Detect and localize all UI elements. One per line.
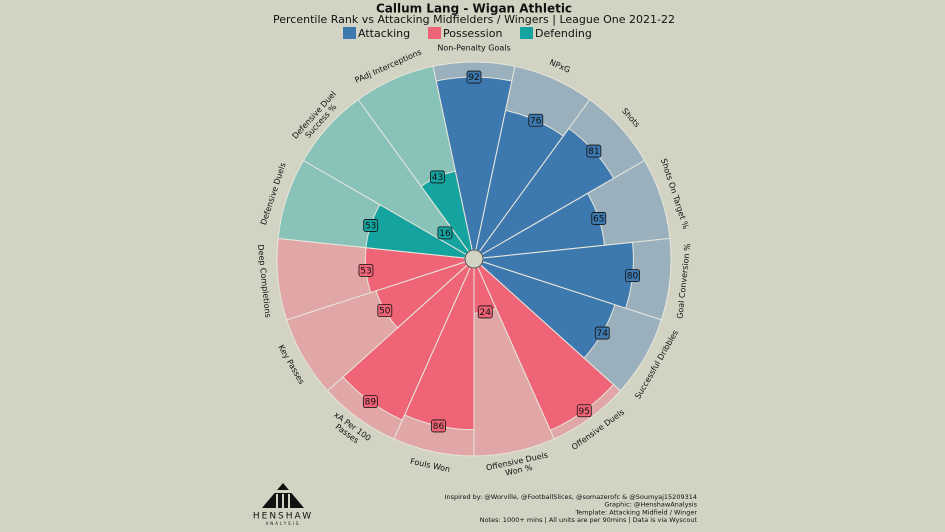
value-label-box — [576, 404, 592, 418]
value-label-box — [377, 304, 393, 317]
brand-name: HENSHAW — [253, 512, 313, 522]
value-label-box — [466, 70, 482, 84]
footnote: Graphic: @HenshawAnalysis — [604, 501, 697, 509]
value-label-box — [430, 170, 445, 184]
legend-swatch — [428, 27, 441, 39]
value-label: 86 — [433, 422, 445, 432]
wedges — [276, 61, 672, 457]
value-label: 53 — [360, 266, 371, 276]
value-label: 81 — [588, 147, 599, 157]
chart-title: Callum Lang - Wigan Athletic — [376, 2, 572, 16]
value-label-box — [362, 395, 378, 409]
value-label-box — [437, 226, 453, 240]
value-label-box — [591, 212, 607, 225]
value-label: 65 — [593, 214, 604, 224]
value-label-box — [363, 219, 379, 232]
legend-label: Defending — [535, 27, 592, 40]
value-label: 74 — [597, 329, 609, 339]
value-label-box — [625, 269, 640, 283]
footnote: Inspired by: @Worville, @FootballSlices,… — [445, 493, 697, 501]
value-label-box — [594, 326, 610, 340]
value-label: 80 — [627, 272, 639, 282]
legend-label: Possession — [443, 27, 502, 40]
value-label: 43 — [432, 173, 443, 183]
center — [464, 249, 484, 269]
value-label-box — [528, 113, 544, 127]
legend-swatch — [520, 27, 533, 39]
value-label: 50 — [379, 307, 391, 317]
legend-swatch — [343, 27, 356, 39]
chart-subtitle: Percentile Rank vs Attacking Midfielders… — [273, 13, 675, 26]
value-label-box — [431, 419, 446, 433]
value-labels: 92 76 81 65 80 74 95 24 86 89 50 53 53 16 43 — [358, 70, 640, 433]
category-label: Non-Penalty Goals — [437, 44, 510, 53]
value-label: 16 — [439, 229, 451, 239]
legend-label: Attacking — [358, 27, 410, 40]
footnote: Notes: 1000+ mins | All units are per 90… — [480, 516, 698, 524]
value-label-box — [586, 144, 602, 158]
brand-sub: ANALYSIS — [266, 521, 301, 526]
value-label: 76 — [530, 116, 542, 126]
value-label: 89 — [365, 398, 377, 408]
value-label: 24 — [480, 308, 492, 318]
value-label-box — [477, 305, 493, 319]
logo — [262, 483, 304, 508]
value-label-box — [358, 263, 374, 277]
value-label: 95 — [579, 407, 590, 417]
value-label: 92 — [468, 73, 479, 83]
footnote: Template: Attacking Midfield / Winger — [574, 508, 697, 516]
value-label: 53 — [365, 221, 376, 231]
